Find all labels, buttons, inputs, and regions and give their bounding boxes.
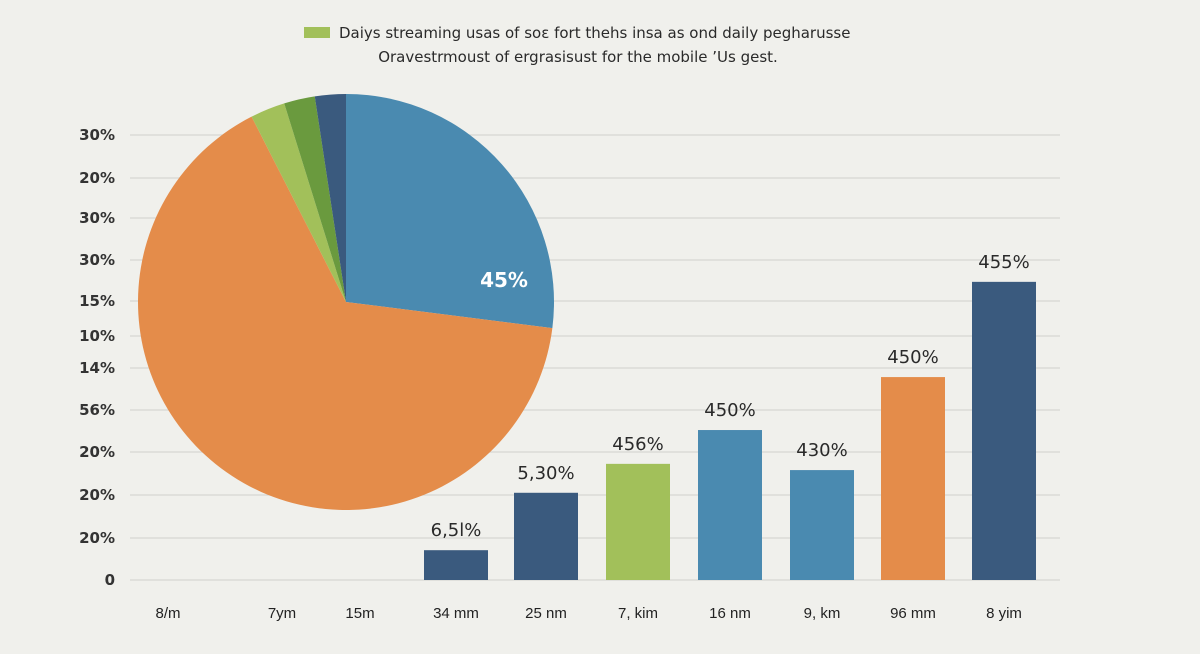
bar	[424, 550, 488, 580]
pie-slice-label: 45%	[480, 268, 528, 292]
bar-data-label: 430%	[796, 440, 847, 461]
pie-slice	[138, 116, 553, 510]
y-tick-label: 30%	[79, 126, 115, 144]
bar-data-label: 455%	[978, 252, 1029, 273]
bars: 6,5l% 5,30% 456% 450% 430% 450% 455%	[424, 252, 1036, 580]
x-axis: 8/m 7ym 15m 34 mm 25 nm 7, kim 16 nm 9, km 96 mm…	[155, 605, 1021, 622]
x-tick-label: 15m	[345, 605, 374, 622]
y-tick-label: 10%	[79, 327, 115, 345]
y-tick-label: 0	[105, 571, 115, 589]
y-tick-label: 14%	[79, 359, 115, 377]
legend-swatch	[304, 27, 330, 38]
y-axis: 0 20% 20% 20% 56% 14% 10% 15% 30% 30% 20% 30%	[79, 126, 115, 589]
chart-title: Daiys streaming usas of soɛ fort thehs i…	[339, 24, 850, 42]
x-tick-label: 8 yim	[986, 605, 1022, 622]
bar-data-label: 456%	[612, 434, 663, 455]
x-tick-label: 16 nm	[709, 605, 751, 622]
bar	[972, 281, 1036, 580]
bar-data-label: 5,30%	[517, 463, 574, 484]
pie-slice	[251, 103, 346, 302]
pie-slice	[346, 94, 555, 329]
bar-data-label: 450%	[887, 347, 938, 368]
x-tick-label: 25 nm	[525, 605, 567, 622]
bar	[790, 470, 854, 580]
x-tick-label: 9, km	[804, 605, 841, 622]
y-tick-label: 56%	[79, 401, 115, 419]
bar	[606, 463, 670, 580]
bar	[698, 430, 762, 580]
pie-slice	[314, 94, 346, 302]
chart-subtitle: Oravestrmoust of ergrasisust for the mob…	[378, 48, 778, 66]
y-tick-label: 15%	[79, 292, 115, 310]
x-tick-label: 8/m	[155, 605, 180, 622]
bar	[514, 492, 578, 580]
x-tick-label: 7ym	[268, 605, 296, 622]
y-tick-label: 20%	[79, 443, 115, 461]
x-tick-label: 34 mm	[433, 605, 479, 622]
y-tick-label: 20%	[79, 486, 115, 504]
bar	[881, 377, 945, 580]
x-tick-label: 7, kim	[618, 605, 658, 622]
bar-data-label: 450%	[704, 400, 755, 421]
pie-slice	[284, 96, 346, 302]
pie-chart: 45%	[138, 94, 555, 510]
y-tick-label: 30%	[79, 209, 115, 227]
x-tick-label: 96 mm	[890, 605, 936, 622]
y-tick-label: 20%	[79, 529, 115, 547]
bar-data-label: 6,5l%	[431, 520, 482, 541]
y-tick-label: 30%	[79, 251, 115, 269]
y-tick-label: 20%	[79, 169, 115, 187]
